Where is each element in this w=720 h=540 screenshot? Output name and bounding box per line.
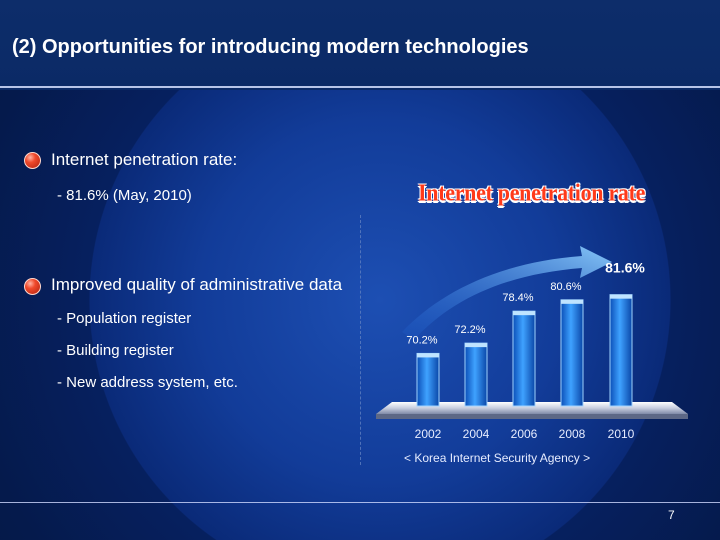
x-tick-2006: 2006 bbox=[511, 427, 538, 441]
bullet-internet-rate: Internet penetration rate: bbox=[51, 150, 238, 169]
bar-cap-2002 bbox=[417, 353, 439, 358]
source-note: < Korea Internet Security Agency > bbox=[404, 451, 591, 465]
bullet-icon bbox=[24, 152, 41, 169]
bar-2008 bbox=[560, 299, 584, 407]
subitem-new-address-system: - New address system, etc. bbox=[57, 374, 238, 391]
footer-divider bbox=[0, 502, 720, 503]
bar-2004 bbox=[464, 342, 488, 407]
x-tick-2008: 2008 bbox=[559, 427, 586, 441]
data-label-2002: 70.2% bbox=[406, 334, 437, 346]
x-tick-2002: 2002 bbox=[415, 427, 442, 441]
data-label-2004: 72.2% bbox=[454, 324, 485, 336]
bar-2002 bbox=[416, 352, 440, 407]
column-separator bbox=[360, 215, 361, 465]
title-divider bbox=[0, 86, 720, 88]
bullet-admin-data: Improved quality of administrative data bbox=[51, 275, 343, 294]
bar-cap-2006 bbox=[513, 311, 535, 316]
chart-base-edge bbox=[376, 414, 688, 419]
bar-cap-2004 bbox=[465, 343, 487, 348]
bullet-icon bbox=[24, 278, 41, 295]
title-bar bbox=[0, 0, 720, 90]
chart-title: Internet penetration rate bbox=[418, 178, 646, 207]
bar-cap-2010 bbox=[610, 294, 632, 299]
bar-2010 bbox=[609, 294, 633, 407]
x-tick-2010: 2010 bbox=[608, 427, 635, 441]
page-number: 7 bbox=[668, 508, 675, 522]
bar-2006 bbox=[512, 310, 536, 407]
data-label-2008: 80.6% bbox=[550, 281, 581, 293]
subitem-penetration-value: - 81.6% (May, 2010) bbox=[57, 187, 192, 204]
data-label-2010: 81.6% bbox=[605, 260, 645, 276]
trend-arrow bbox=[402, 246, 612, 340]
bar-cap-2008 bbox=[561, 299, 583, 304]
data-label-2006: 78.4% bbox=[502, 292, 533, 304]
subitem-population-register: - Population register bbox=[57, 310, 192, 327]
subitem-building-register: - Building register bbox=[57, 342, 174, 359]
slide-title: (2) Opportunities for introducing modern… bbox=[12, 36, 529, 58]
x-tick-2004: 2004 bbox=[463, 427, 490, 441]
